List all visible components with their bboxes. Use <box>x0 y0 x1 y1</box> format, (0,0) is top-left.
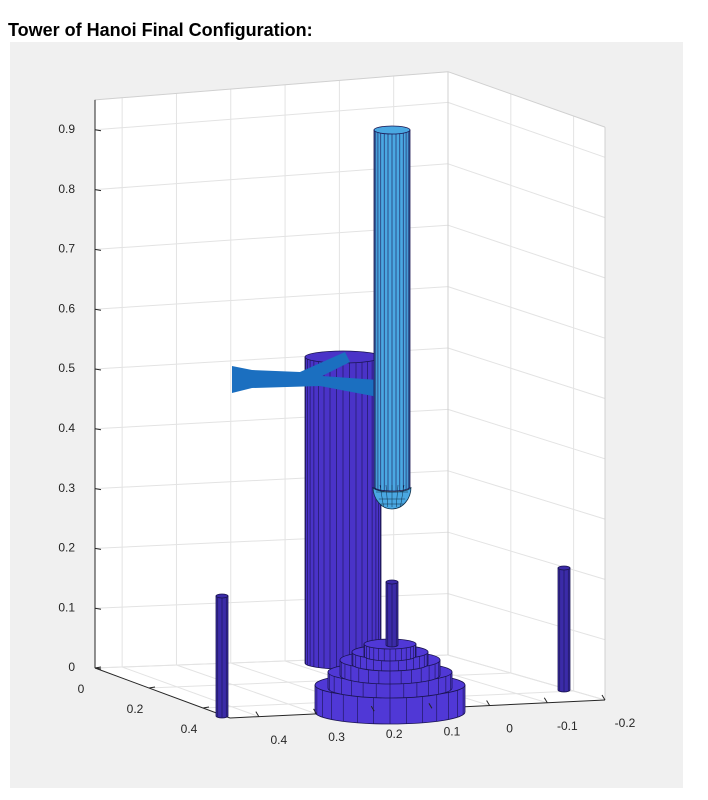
z-tick <box>94 547 102 550</box>
z-tick-label: 0.3 <box>58 481 75 495</box>
z-tick-label: 0 <box>68 660 75 674</box>
y-tick-label: -0.1 <box>557 719 578 733</box>
arm <box>373 125 411 492</box>
y-tick <box>313 708 317 715</box>
tick-labels: 0 0.1 0.2 0.3 0.4 0.5 0.6 0.7 0.8 0.9 0 0.2 0.4 0.4 0.… <box>58 122 635 747</box>
z-tick <box>94 129 102 132</box>
z-tick <box>94 428 102 431</box>
y-tick <box>428 703 433 709</box>
y-tick <box>543 697 548 704</box>
tower-cylinder <box>304 350 382 670</box>
box-edge <box>94 71 449 101</box>
z-tick-label: 0.6 <box>58 301 75 315</box>
z-tick-label: 0.9 <box>58 122 75 136</box>
chart-title: Tower of Hanoi Final Configuration: <box>8 20 313 40</box>
y-tick-label: 0.4 <box>271 733 288 747</box>
grid-line <box>121 666 260 718</box>
gripper <box>232 352 378 397</box>
z-tick-label: 0.1 <box>58 600 75 614</box>
z-tick-label: 0.7 <box>58 242 75 256</box>
peg-right <box>557 565 571 693</box>
grid-line <box>447 286 606 339</box>
x-tick <box>148 686 156 689</box>
z-tick <box>94 368 102 371</box>
z-tick-label: 0.4 <box>58 421 75 435</box>
x-tick <box>202 706 210 709</box>
z-tick <box>94 308 102 311</box>
y-tick-label: 0 <box>506 722 513 736</box>
z-tick-label: 0.2 <box>58 541 75 555</box>
grid-line <box>447 347 606 399</box>
y-tick <box>486 700 491 706</box>
cylinder-top <box>215 593 229 599</box>
grid-line <box>447 408 606 460</box>
grid-line <box>447 470 606 520</box>
z-tick <box>94 189 102 192</box>
hemisphere-line <box>379 484 384 508</box>
hemisphere-line <box>385 484 389 508</box>
z-tick-label: 0.5 <box>58 361 75 375</box>
cylinder-top <box>373 125 411 135</box>
y-tick-label: 0.1 <box>444 724 461 738</box>
grid-line <box>447 593 606 641</box>
y-tick <box>601 694 606 701</box>
grid-line <box>447 163 606 219</box>
y-tick-label: 0.2 <box>386 727 403 741</box>
grid-line <box>447 531 606 580</box>
x-tick-label: 0.4 <box>181 722 198 736</box>
y-tick-label: 0.3 <box>328 730 345 744</box>
grid-line <box>447 654 606 701</box>
z-tick <box>94 488 102 491</box>
x-tick-label: 0 <box>78 682 85 696</box>
cylinder-top <box>385 579 399 585</box>
cylinder-top <box>557 565 571 571</box>
grid-line <box>447 224 606 279</box>
box-edge <box>447 71 606 128</box>
grid-line <box>94 101 449 131</box>
hemisphere-line <box>400 484 405 508</box>
hemisphere-line <box>395 484 399 508</box>
z-tick-label: 0.8 <box>58 182 75 196</box>
x-tick <box>94 666 102 669</box>
y-tick <box>255 711 260 717</box>
peg-middle <box>385 579 399 648</box>
peg-left <box>215 593 229 719</box>
z-tick <box>94 248 102 251</box>
grid-line <box>176 664 317 715</box>
grid-line <box>94 531 449 549</box>
y-tick-label: -0.2 <box>615 716 636 730</box>
scene-objects <box>215 125 571 725</box>
grid-line <box>447 101 606 158</box>
y-tick <box>370 705 375 712</box>
z-tick <box>94 607 102 610</box>
x-axis <box>94 667 231 719</box>
x-tick-label: 0.2 <box>127 702 144 716</box>
